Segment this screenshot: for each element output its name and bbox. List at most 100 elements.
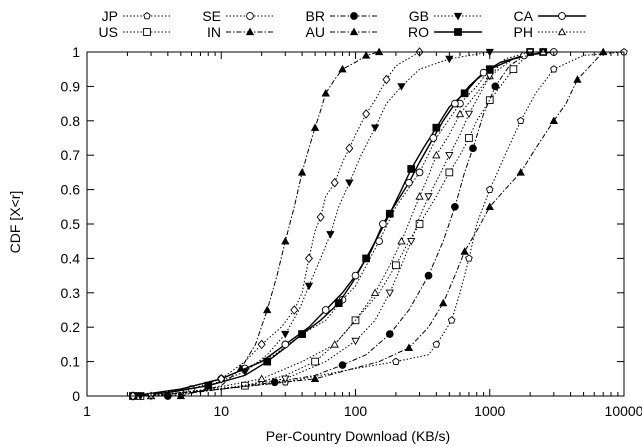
series-line [132, 51, 544, 397]
series-line [167, 51, 531, 397]
data-point [304, 282, 314, 291]
legend-label: JP [102, 8, 118, 24]
data-point [257, 374, 266, 382]
data-point [432, 150, 441, 159]
data-point [281, 330, 290, 339]
legend: JPUSSEINBRAUGBROCAPHDE [99, 8, 586, 40]
data-point [516, 168, 525, 176]
legend-marker [454, 28, 462, 36]
x-tick-label: 100 [344, 403, 368, 419]
data-point [330, 340, 339, 348]
data-point [316, 212, 325, 222]
legend-entry: AU [306, 24, 378, 40]
legend-entry: BR [306, 8, 378, 24]
legend-label: PH [514, 24, 533, 40]
data-point [334, 299, 343, 307]
y-tick-label: 0.1 [61, 354, 81, 370]
data-point [549, 116, 558, 124]
series-line [151, 51, 531, 397]
y-axis-title: CDF [X<r] [7, 191, 23, 254]
data-point [321, 306, 330, 314]
data-point [397, 83, 406, 91]
legend-label: GB [409, 8, 429, 24]
legend-entry: JP [102, 8, 171, 24]
legend-entry: PH [514, 24, 586, 40]
legend-marker [143, 12, 151, 20]
series-de [146, 48, 535, 401]
data-point [407, 165, 416, 173]
data-point [217, 374, 226, 384]
y-tick-label: 0.8 [61, 113, 81, 129]
x-tick-label: 10 [213, 403, 229, 419]
data-point [469, 144, 477, 153]
data-point [379, 220, 387, 228]
data-point [281, 340, 290, 349]
legend-label: AU [306, 24, 325, 40]
data-point [445, 55, 454, 64]
data-point [485, 185, 494, 193]
data-point [405, 178, 413, 187]
data-point [385, 289, 394, 298]
data-point [455, 109, 465, 118]
data-point [330, 177, 339, 188]
series-line [151, 51, 604, 397]
series-jp [129, 48, 628, 400]
x-tick-label: 1000 [474, 403, 505, 419]
data-point [485, 96, 494, 105]
data-point [415, 192, 424, 200]
legend-marker [350, 12, 358, 20]
y-tick-label: 0.3 [61, 285, 81, 301]
plot-area [128, 47, 628, 401]
y-tick-label: 0.6 [61, 182, 81, 198]
data-point [460, 89, 469, 98]
y-tick-label: 0.2 [61, 319, 81, 335]
data-point [424, 271, 433, 280]
legend-marker [349, 27, 359, 36]
data-point [509, 65, 518, 74]
legend-label: SE [202, 8, 221, 24]
data-point [392, 261, 400, 270]
data-point [451, 202, 459, 211]
data-point [297, 168, 307, 176]
data-point [451, 99, 459, 108]
data-point [407, 238, 416, 246]
data-point [311, 357, 319, 366]
data-point [432, 340, 441, 348]
legend-marker [143, 28, 151, 36]
data-point [351, 271, 360, 280]
data-point [439, 298, 448, 307]
series-line [132, 51, 554, 397]
data-point [397, 236, 406, 245]
legend-label: CA [514, 8, 534, 24]
data-point [464, 110, 474, 119]
data-point [465, 254, 473, 262]
data-point [445, 168, 454, 177]
series-line [132, 51, 531, 397]
legend-entry: IN [207, 24, 274, 40]
legend-label: IN [207, 24, 221, 40]
data-point [392, 357, 400, 365]
legend-entry: CA [514, 8, 586, 24]
legend-label: BR [306, 8, 325, 24]
data-point [520, 51, 528, 60]
data-point [281, 375, 290, 384]
data-point [338, 64, 347, 73]
y-tick-label: 0.7 [61, 147, 81, 163]
series-line [140, 51, 490, 397]
legend-label: RO [408, 24, 429, 40]
data-point [485, 72, 494, 81]
data-point [370, 288, 380, 296]
y-tick-label: 1 [72, 44, 80, 60]
data-point [345, 143, 354, 154]
series-in [176, 47, 384, 400]
legend-marker [245, 27, 255, 36]
data-point [326, 231, 335, 239]
x-tick-label: 10000 [605, 403, 642, 419]
data-point [382, 74, 391, 85]
data-point [479, 68, 488, 77]
data-point [321, 88, 330, 97]
data-point [447, 316, 456, 324]
legend-marker [557, 27, 567, 36]
data-point [424, 193, 433, 201]
legend-entry: SE [202, 8, 274, 24]
